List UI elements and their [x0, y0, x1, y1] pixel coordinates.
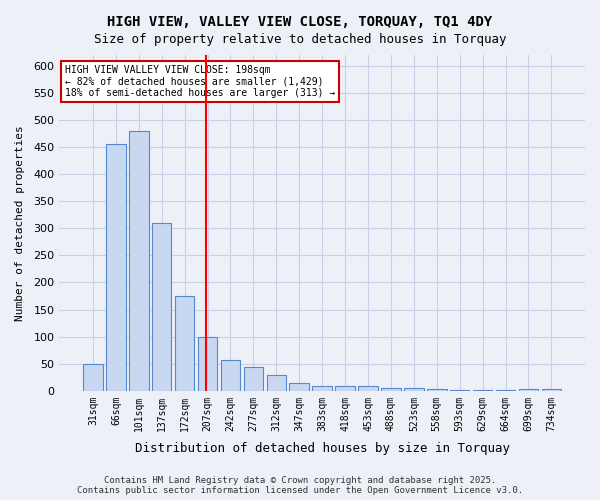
Bar: [335, 386, 355, 391]
Bar: [473, 390, 493, 391]
Bar: [221, 360, 240, 391]
Bar: [381, 388, 401, 391]
Bar: [450, 390, 469, 391]
Bar: [404, 388, 424, 391]
Text: Contains HM Land Registry data © Crown copyright and database right 2025.
Contai: Contains HM Land Registry data © Crown c…: [77, 476, 523, 495]
Bar: [106, 144, 125, 391]
Bar: [152, 223, 172, 391]
Bar: [266, 374, 286, 391]
Bar: [83, 364, 103, 391]
Bar: [289, 382, 309, 391]
Text: HIGH VIEW VALLEY VIEW CLOSE: 198sqm
← 82% of detached houses are smaller (1,429): HIGH VIEW VALLEY VIEW CLOSE: 198sqm ← 82…: [65, 65, 335, 98]
Bar: [358, 386, 378, 391]
Bar: [542, 389, 561, 391]
Text: Size of property relative to detached houses in Torquay: Size of property relative to detached ho…: [94, 32, 506, 46]
Bar: [175, 296, 194, 391]
Bar: [244, 368, 263, 391]
Bar: [198, 336, 217, 391]
Bar: [519, 389, 538, 391]
Bar: [427, 389, 446, 391]
Text: HIGH VIEW, VALLEY VIEW CLOSE, TORQUAY, TQ1 4DY: HIGH VIEW, VALLEY VIEW CLOSE, TORQUAY, T…: [107, 15, 493, 29]
X-axis label: Distribution of detached houses by size in Torquay: Distribution of detached houses by size …: [134, 442, 509, 455]
Y-axis label: Number of detached properties: Number of detached properties: [15, 125, 25, 321]
Bar: [313, 386, 332, 391]
Bar: [129, 131, 149, 391]
Bar: [496, 390, 515, 391]
